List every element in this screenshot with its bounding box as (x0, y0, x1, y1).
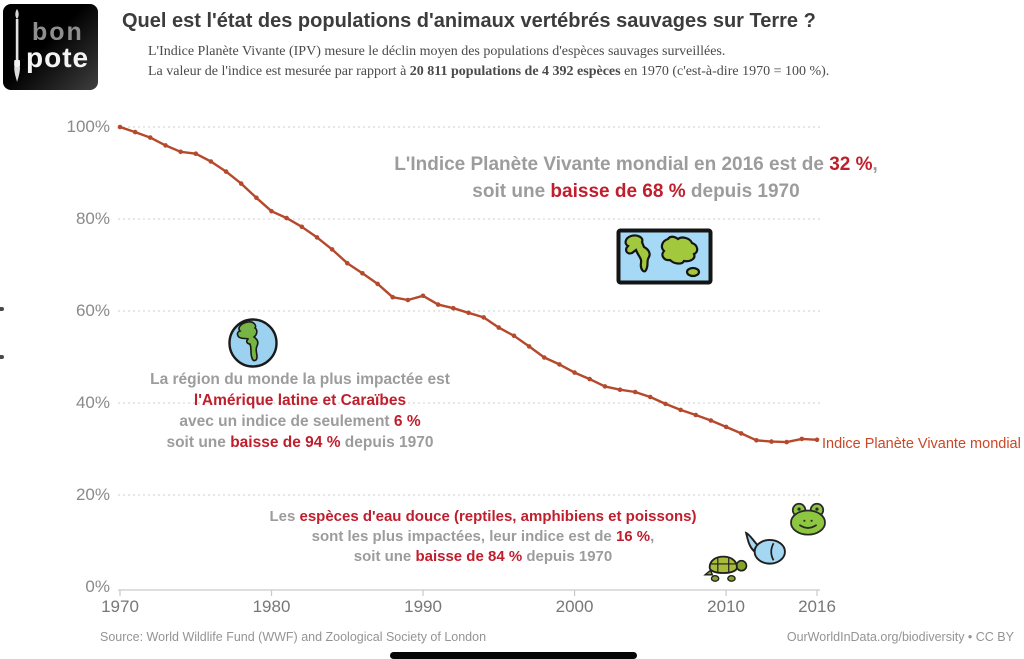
x-tick-label: 2010 (707, 597, 745, 616)
chart-subtitle: L'Indice Planète Vivante (IPV) mesure le… (148, 42, 1008, 82)
source-note: Source: World Wildlife Fund (WWF) and Zo… (100, 630, 487, 644)
x-tick-label: 1990 (404, 597, 442, 616)
y-tick-label: 0% (85, 577, 110, 596)
subtitle-line1: L'Indice Planète Vivante (IPV) mesure le… (148, 44, 726, 59)
y-tick-label: 40% (75, 393, 110, 412)
world-map-icon (616, 228, 713, 285)
turtle-icon (703, 555, 748, 582)
brush-icon (14, 9, 20, 82)
attribution-link[interactable]: OurWorldInData.org/biodiversity • CC BY (786, 630, 1014, 644)
series-label: Indice Planète Vivante mondial (822, 436, 1021, 452)
logo-word-pote: pote (26, 42, 90, 73)
y-tick-label: 60% (75, 301, 110, 320)
page-bullet-artifact (0, 355, 4, 359)
annotation-latin-america: La région du monde la plus impactée est l… (150, 371, 450, 451)
logo-word-bon: bon (32, 18, 84, 46)
annotation-freshwater: Les espèces d'eau douce (reptiles, amphi… (269, 508, 697, 565)
page-bullet-artifact (0, 307, 4, 311)
x-tick-label: 1970 (101, 597, 139, 616)
x-tick-label: 1980 (252, 597, 291, 616)
x-tick-label: 2000 (555, 597, 594, 616)
page-title: Quel est l'état des populations d'animau… (122, 10, 816, 32)
y-tick-label: 20% (75, 485, 110, 504)
frog-icon (790, 502, 826, 536)
x-tick-label: 2016 (798, 597, 836, 616)
subtitle-line2: La valeur de l'indice est mesurée par ra… (148, 64, 830, 79)
y-tick-label: 80% (75, 209, 110, 228)
globe-americas-icon (228, 318, 278, 368)
fish-icon (744, 531, 786, 565)
media-progress-bar[interactable] (390, 652, 637, 659)
y-tick-label: 100% (66, 117, 110, 136)
annotation-global-index: L'Indice Planète Vivante mondial en 2016… (394, 154, 878, 202)
bonpote-logo[interactable]: bon pote (3, 4, 98, 90)
